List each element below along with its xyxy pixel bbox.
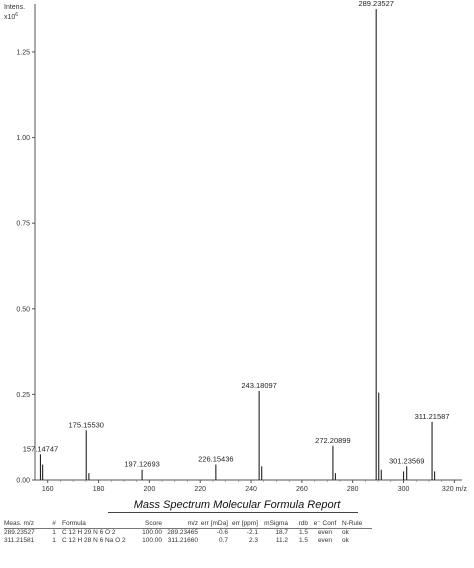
cell-formula: C 12 H 28 N 6 Na O 2	[62, 537, 126, 544]
header-formula: Formula	[60, 519, 134, 529]
cell-n-rule: ok	[342, 537, 349, 544]
report-title-rule	[108, 512, 358, 513]
peak-label: 311.21587	[415, 412, 450, 421]
cell-msigma: 11.2	[275, 537, 288, 544]
peak-label: 272.20899	[315, 436, 350, 445]
header-score: Score	[134, 519, 162, 529]
cell-number: 1	[52, 529, 56, 536]
y-tick-label: 0.25	[16, 392, 30, 399]
report-title: Mass Spectrum Molecular Formula Report	[133, 499, 341, 511]
header-rdb: rdb	[288, 519, 308, 529]
x-tick-label: 240	[245, 486, 257, 493]
cell-mz: 311.21660	[167, 537, 198, 544]
peak-label: 289.23527	[358, 0, 393, 8]
x-tick-label: 220	[194, 486, 206, 493]
peak-label: 301.23569	[389, 456, 424, 465]
cell-score: 100.00	[142, 537, 162, 544]
x-tick-label: 320 m/z	[442, 486, 467, 493]
cell-err-ppm: -2.1	[246, 529, 258, 536]
cell-e-conf: even	[317, 529, 333, 536]
x-ticks-group: 160 180 200 220 240 260 280 300 320 m/z	[42, 480, 467, 493]
cell-number: 1	[52, 537, 56, 544]
header-e-conf: e⁻ Conf	[308, 519, 342, 529]
cell-err-ppm: 2.3	[248, 537, 258, 544]
y-axis-multiplier: x106	[4, 12, 18, 21]
cell-e-conf: even	[317, 537, 333, 544]
header-number: #	[48, 519, 60, 529]
cell-mz: 289.23465	[167, 529, 198, 536]
mass-spectrum-chart: Intens. x106 0.00 0.25 0.50 0.75 1.00 1.25 16…	[4, 0, 467, 493]
cell-err-mda: 0.7	[218, 537, 228, 544]
y-tick-label: 1.25	[16, 49, 30, 56]
cell-formula: C 12 H 29 N 6 O 2	[62, 529, 116, 536]
header-n-rule: N-Rule	[342, 519, 372, 529]
cell-err-mda: -0.6	[216, 529, 228, 536]
cell-meas-mz: 311.21581	[4, 537, 35, 544]
y-ticks-group: 0.00 0.25 0.50 0.75 1.00 1.25	[16, 49, 35, 485]
header-msigma: mSigma	[258, 519, 288, 529]
x-tick-label: 160	[42, 486, 54, 493]
peak-label: 175.15530	[69, 420, 104, 429]
peak-label: 226.15436	[198, 455, 233, 464]
axes-group	[34, 4, 462, 481]
peaks-group	[39, 9, 436, 480]
y-tick-label: 0.00	[16, 478, 30, 485]
y-tick-label: 0.50	[16, 306, 30, 313]
peak-label: 157.14747	[23, 444, 58, 453]
header-mz: m/z	[162, 519, 198, 529]
cell-rdb: 1.5	[298, 537, 308, 544]
y-tick-label: 0.75	[16, 221, 30, 228]
header-err-mda: err [mDa]	[198, 519, 228, 529]
cell-score: 100.00	[142, 529, 162, 536]
peak-label: 243.18097	[241, 381, 276, 390]
header-meas-mz: Meas. m/z	[4, 519, 48, 529]
header-err-ppm: err [ppm]	[228, 519, 258, 529]
y-axis-label: Intens.	[4, 4, 25, 11]
table-row: 311.21581 1 C 12 H 28 N 6 Na O 2 100.00 …	[4, 537, 372, 545]
x-tick-label: 280	[347, 486, 359, 493]
y-tick-label: 1.00	[16, 135, 30, 142]
table-row: 289.23527 1 C 12 H 29 N 6 O 2 100.00 289…	[4, 529, 372, 538]
x-tick-label: 200	[144, 486, 156, 493]
x-tick-label: 300	[398, 486, 410, 493]
cell-rdb: 1.5	[298, 529, 308, 536]
cell-msigma: 18.7	[275, 529, 288, 536]
report-header-row: Meas. m/z # Formula Score m/z err [mDa] …	[4, 519, 372, 529]
peak-label: 197.12693	[124, 460, 159, 469]
cell-meas-mz: 289.23527	[4, 529, 35, 536]
peak-labels-group: 157.14747 175.15530 197.12693 226.15436 243.…	[23, 0, 450, 469]
x-tick-label: 180	[93, 486, 105, 493]
formula-report-table: Meas. m/z # Formula Score m/z err [mDa] …	[4, 519, 372, 545]
cell-n-rule: ok	[342, 529, 349, 536]
x-tick-label: 260	[296, 486, 308, 493]
